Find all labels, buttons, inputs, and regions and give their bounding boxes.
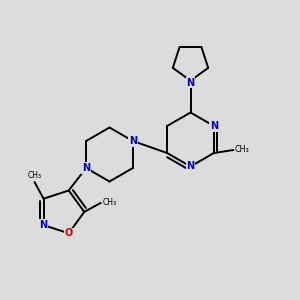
Text: N: N [210, 121, 218, 131]
Text: O: O [64, 228, 73, 238]
Text: N: N [40, 220, 48, 230]
Text: CH₃: CH₃ [28, 171, 42, 180]
Text: N: N [186, 77, 195, 88]
Text: N: N [186, 161, 195, 172]
Text: CH₃: CH₃ [102, 198, 116, 207]
Text: N: N [82, 163, 90, 173]
Text: N: N [129, 136, 137, 146]
Text: CH₃: CH₃ [235, 146, 250, 154]
